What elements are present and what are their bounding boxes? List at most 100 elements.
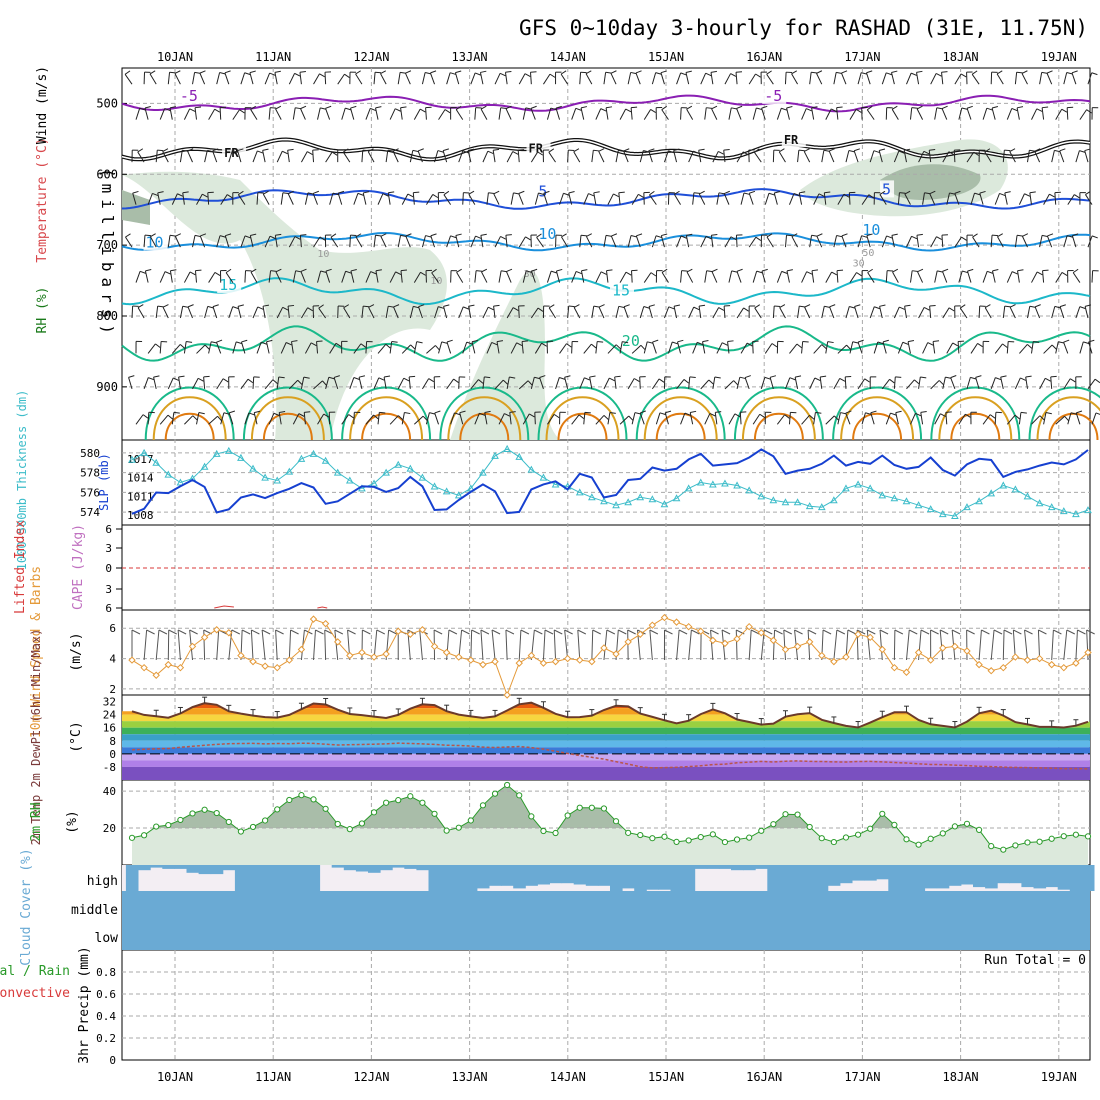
wind-barb-staff	[942, 307, 950, 319]
rh2m-marker	[141, 832, 148, 839]
precip-tick-label: 0.4	[96, 1010, 116, 1023]
wind-barb-flag	[1045, 412, 1052, 415]
wind-barb-flag	[706, 270, 713, 273]
wind-barb-flag	[861, 72, 868, 75]
wind-barb-staff	[362, 192, 367, 205]
wind-barb-staff	[946, 192, 950, 205]
thickness-tick-label: 580	[80, 447, 100, 460]
rh2m-marker	[249, 823, 257, 831]
cloud-high-bar	[162, 865, 175, 869]
wind-barb-staff	[1063, 378, 1071, 390]
surface-wind-barb	[990, 629, 995, 661]
wind-barb-staff	[929, 306, 932, 319]
wind-barb-staff	[543, 193, 548, 205]
wind-barb-flag	[686, 233, 693, 236]
wind-barb-flag	[173, 377, 179, 381]
cloud-high-bar	[138, 865, 151, 871]
wind-speed-marker	[769, 636, 778, 645]
wind-barb-staff	[240, 378, 249, 390]
wind-barb-staff	[208, 341, 212, 354]
cloud-high-bar	[597, 865, 611, 886]
wind-barb-staff	[879, 306, 883, 319]
date-tick-label-bottom: 18JAN	[943, 1070, 979, 1084]
wind-barb-staff	[714, 412, 718, 425]
date-tick-label-bottom: 19JAN	[1041, 1070, 1077, 1084]
wind-speed-marker	[164, 660, 173, 669]
wind-barb-flag	[661, 233, 668, 237]
wind-barb-staff	[377, 193, 384, 205]
wind-barb-staff	[567, 306, 570, 319]
wind-barb-flag	[548, 304, 555, 309]
thickness-marker	[1084, 506, 1092, 514]
wind-barb-flag	[179, 344, 186, 349]
contour-lobe-temp_30	[1048, 412, 1099, 441]
wind-barb-staff	[546, 271, 552, 283]
wind-barb-staff	[373, 235, 376, 248]
wind-barb-flag	[942, 268, 949, 272]
wind-barb-flag	[866, 233, 873, 237]
wind-barb-flag	[929, 190, 936, 195]
wind-barb-staff	[400, 107, 403, 120]
temp-tick-label: 24	[103, 709, 117, 722]
wind-barb-flag	[506, 268, 513, 272]
wind-barb-staff	[147, 412, 150, 425]
wind-barb-staff	[300, 376, 305, 389]
wind-barb-staff	[1006, 271, 1013, 283]
wind-barb-flag	[1046, 70, 1053, 74]
rh2m-marker	[455, 824, 462, 831]
wind-barb-staff	[752, 107, 757, 120]
surface-wind-barb-flag	[433, 629, 443, 635]
thickness-marker	[938, 510, 947, 518]
wind-barb-flag	[367, 148, 374, 153]
wind-speed-marker	[600, 644, 608, 652]
wind-barb-flag	[496, 340, 504, 343]
wind-barb-flag	[736, 268, 743, 272]
wind-barb-flag	[169, 71, 176, 74]
wind-barb-staff	[482, 306, 489, 319]
wind-barb-staff	[522, 107, 527, 120]
wind-speed-marker	[418, 626, 427, 634]
wind-barb-flag	[1088, 339, 1095, 343]
wind-barb-staff	[580, 107, 585, 120]
wind-barb-flag	[250, 233, 257, 236]
wind-barb-staff	[455, 109, 464, 120]
wind-barb-flag	[391, 341, 398, 343]
wind-barb-flag	[966, 105, 973, 109]
rh2m-marker	[867, 825, 874, 832]
wind-barb-flag	[139, 270, 146, 274]
wind-barb-flag	[827, 341, 834, 344]
wind-barb-staff	[845, 306, 850, 319]
wind-barb-staff	[446, 72, 451, 85]
wind-barb-flag	[816, 70, 823, 74]
wind-barb-staff	[216, 342, 222, 354]
rh-contour-label: 30	[853, 258, 865, 269]
wind-barb-flag	[287, 148, 294, 151]
wind-barb-flag	[715, 411, 722, 413]
wind-barb-flag	[904, 148, 911, 151]
cloud-high-bar	[150, 865, 163, 868]
wind-barb-staff	[661, 109, 669, 120]
wind-barb-staff	[591, 150, 594, 163]
wind-speed-marker	[963, 647, 971, 655]
wind-barb-staff	[673, 150, 678, 163]
thickness-marker	[660, 500, 669, 508]
cloud-high-bar	[646, 865, 659, 890]
wind-barb-staff	[159, 271, 166, 283]
surface-wind-barb-flag	[1013, 629, 1022, 635]
wind-barb-staff	[970, 343, 978, 354]
wind-barb-staff	[593, 192, 597, 205]
wind-barb-staff	[192, 378, 199, 390]
wind-barb-flag	[766, 70, 772, 75]
wind-barb-flag	[199, 70, 206, 74]
wind-barb-staff	[443, 194, 452, 205]
wind-barb-staff	[389, 271, 397, 283]
wind-barb-staff	[704, 413, 711, 425]
temp-color-band	[122, 740, 1090, 748]
contour-lobe-temp_30	[262, 412, 313, 441]
wind-barb-flag	[873, 150, 880, 154]
slp-tick-label: 1011	[127, 490, 154, 503]
wind-barb-flag	[363, 191, 370, 194]
wind-barb-flag	[509, 411, 516, 413]
wind-barb-flag	[169, 106, 176, 109]
wind-barb-flag	[938, 380, 944, 386]
